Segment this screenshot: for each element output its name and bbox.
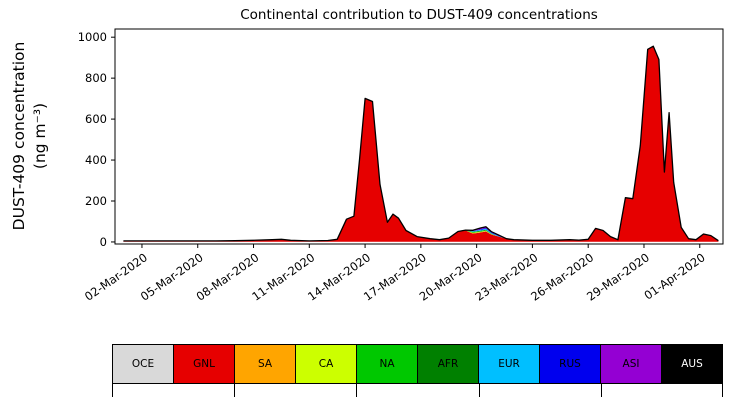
chart-title: Continental contribution to DUST-409 con… [240, 7, 598, 23]
chart-svg: 0200400600800100002-Mar-202005-Mar-20200… [78, 28, 724, 304]
legend-strip-tick [722, 384, 723, 397]
legend-item-AFR: AFR [417, 344, 479, 384]
legend-strip-tick [356, 384, 358, 397]
legend-item-GNL: GNL [173, 344, 235, 384]
area-GNL [123, 46, 719, 242]
legend-item-AUS: AUS [661, 344, 723, 384]
legend-strip-tick [600, 384, 602, 397]
legend-item-EUR: EUR [478, 344, 540, 384]
axes-box [114, 28, 724, 245]
legend-row: OCE GNL SA CA NA AFR EUR RUS ASI AUS [112, 344, 723, 384]
legend-item-RUS: RUS [539, 344, 601, 384]
x-tick-label: 29-Mar-2020 [584, 250, 652, 303]
x-tick-label: 01-Apr-2020 [641, 250, 707, 302]
y-tick-label: 600 [85, 112, 107, 126]
y-tick-label: 0 [100, 235, 107, 249]
legend-item-NA: NA [356, 344, 418, 384]
y-tick-label: 400 [85, 153, 107, 167]
legend-item-CA: CA [295, 344, 357, 384]
legend-item-SA: SA [234, 344, 296, 384]
legend-strip-tick [112, 384, 113, 397]
legend-item-ASI: ASI [600, 344, 662, 384]
y-tick-label: 1000 [78, 30, 107, 44]
legend-bottom-ticks [112, 384, 723, 400]
legend-strip-tick [478, 384, 480, 397]
legend-strip-tick [234, 384, 236, 397]
y-tick-label: 200 [85, 194, 107, 208]
total-line [123, 45, 719, 242]
legend-item-OCE: OCE [112, 344, 174, 384]
y-tick-label: 800 [85, 71, 107, 85]
